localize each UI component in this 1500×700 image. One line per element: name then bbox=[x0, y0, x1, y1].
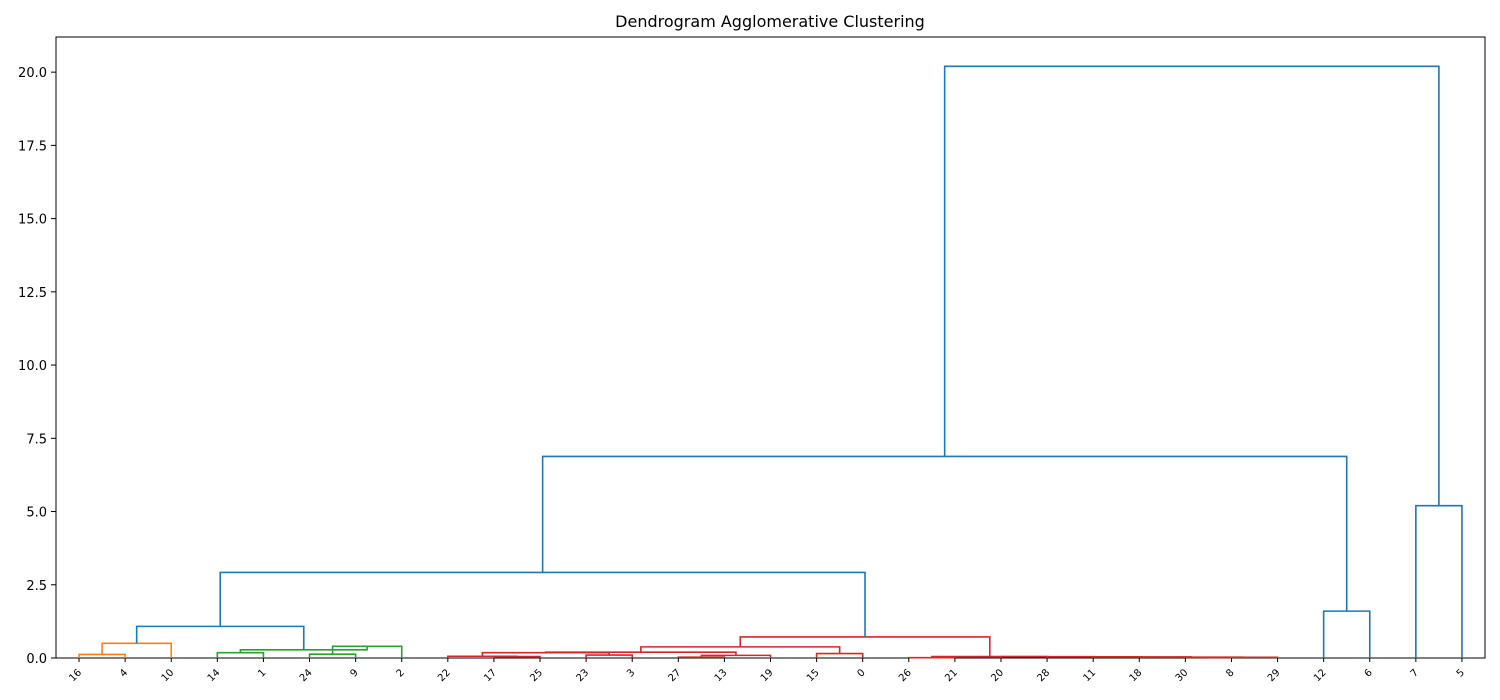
leaf-label: 13 bbox=[713, 667, 730, 684]
leaf-label: 8 bbox=[1224, 667, 1236, 679]
y-tick-label: 17.5 bbox=[18, 139, 47, 154]
dendrogram-link bbox=[1322, 610, 1371, 658]
x-axis-leaf-labels: 16 4 10 14 1 24 9 2 22 17 25 23 3 27 13 19 15 0 26 21 20 28 11… bbox=[67, 658, 1467, 684]
y-tick-label: 5.0 bbox=[26, 506, 47, 521]
dendrogram-link bbox=[216, 651, 265, 658]
dendrogram-link bbox=[219, 571, 866, 637]
leaf-label: 12 bbox=[1312, 667, 1329, 684]
y-tick-label: 15.0 bbox=[18, 213, 47, 228]
leaf-label: 21 bbox=[943, 667, 960, 684]
leaf-label: 25 bbox=[528, 667, 545, 684]
dendrogram-link bbox=[308, 653, 357, 658]
dendrogram-links bbox=[78, 65, 1463, 659]
leaf-label: 11 bbox=[1082, 667, 1099, 684]
leaf-label: 1 bbox=[256, 667, 268, 679]
dendrogram-link bbox=[101, 642, 173, 658]
y-tick-label: 2.5 bbox=[26, 579, 47, 594]
leaf-label: 3 bbox=[625, 667, 637, 679]
y-tick-label: 12.5 bbox=[18, 286, 47, 301]
leaf-label: 10 bbox=[160, 667, 177, 684]
y-tick-label: 7.5 bbox=[26, 432, 47, 447]
dendrogram-link bbox=[78, 653, 126, 658]
leaf-label: 18 bbox=[1128, 667, 1145, 684]
dendrogram-link bbox=[677, 656, 726, 658]
chart-title: Dendrogram Agglomerative Clustering bbox=[615, 12, 925, 31]
leaf-label: 29 bbox=[1266, 667, 1283, 684]
leaf-label: 19 bbox=[759, 667, 776, 684]
leaf-label: 22 bbox=[436, 667, 453, 684]
leaf-label: 14 bbox=[206, 667, 223, 684]
dendrogram-link bbox=[815, 652, 864, 658]
leaf-label: 15 bbox=[805, 667, 822, 684]
dendrogram-link bbox=[943, 65, 1440, 506]
y-tick-label: 20.0 bbox=[18, 66, 47, 81]
leaf-label: 0 bbox=[856, 667, 868, 679]
axes-frame bbox=[55, 36, 1486, 659]
dendrogram-link bbox=[640, 646, 841, 654]
leaf-label: 5 bbox=[1455, 667, 1467, 679]
y-axis: 0.0 2.5 5.0 7.5 10.0 12.5 15.0 17.5 20.0 bbox=[18, 66, 56, 667]
leaf-label: 9 bbox=[348, 667, 360, 679]
leaf-label: 30 bbox=[1174, 667, 1191, 684]
leaf-label: 16 bbox=[67, 667, 84, 684]
leaf-label: 28 bbox=[1035, 667, 1052, 684]
leaf-label: 6 bbox=[1363, 667, 1375, 679]
dendrogram-link bbox=[1415, 504, 1463, 658]
y-tick-label: 0.0 bbox=[26, 652, 47, 667]
leaf-label: 2 bbox=[395, 667, 407, 679]
axes-border bbox=[55, 36, 1486, 659]
dendrogram-link bbox=[541, 455, 1348, 612]
leaf-label: 26 bbox=[897, 667, 914, 684]
leaf-label: 7 bbox=[1409, 667, 1421, 679]
leaf-label: 27 bbox=[667, 667, 684, 684]
dendrogram-link bbox=[700, 654, 772, 658]
leaf-label: 17 bbox=[482, 667, 499, 684]
leaf-label: 24 bbox=[298, 667, 315, 684]
dendrogram-link bbox=[585, 654, 634, 658]
leaf-label: 4 bbox=[118, 667, 130, 679]
y-tick-label: 10.0 bbox=[18, 359, 47, 374]
leaf-label: 23 bbox=[574, 667, 591, 684]
dendrogram-link bbox=[135, 625, 305, 650]
leaf-label: 20 bbox=[989, 667, 1006, 684]
